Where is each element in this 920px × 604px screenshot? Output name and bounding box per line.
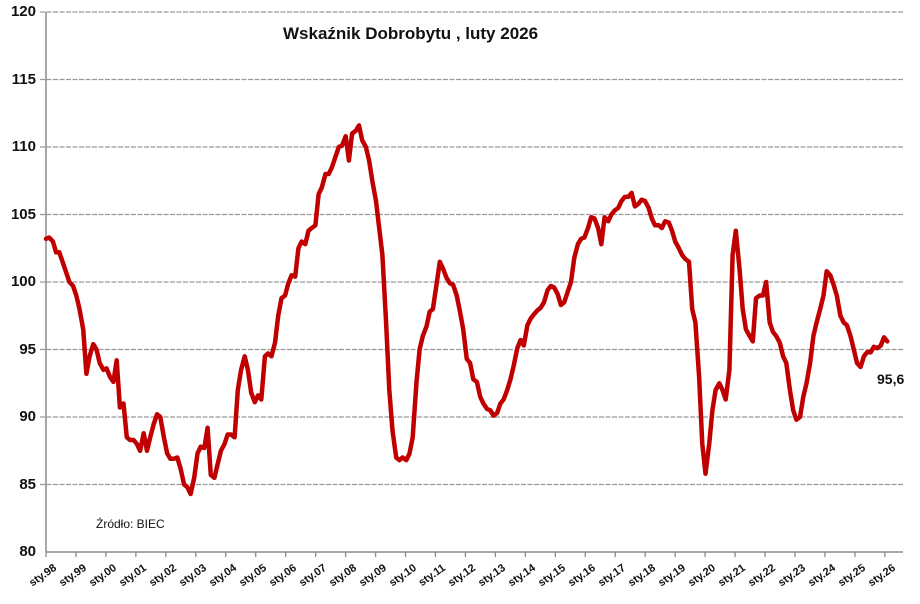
y-tick-label: 95 (19, 340, 36, 358)
y-tick-label: 110 (11, 138, 36, 155)
series-line-wskaznik-dobrobytu (43, 123, 890, 497)
y-tick-label: 90 (19, 408, 36, 425)
y-tick-label: 105 (10, 205, 36, 223)
x-axis-ticks (45, 552, 886, 557)
y-tick-label: 120 (10, 3, 36, 20)
gridlines (40, 11, 903, 486)
source-note: Źródło: BIEC (96, 517, 165, 531)
y-tick-label: 100 (10, 273, 36, 290)
chart-title: Wskaźnik Dobrobytu , luty 2026 (283, 24, 539, 43)
y-tick-label: 85 (19, 475, 36, 493)
y-tick-label: 115 (11, 70, 36, 88)
end-value-label: 95,6 (877, 371, 905, 387)
y-tick-label: 80 (19, 543, 36, 560)
